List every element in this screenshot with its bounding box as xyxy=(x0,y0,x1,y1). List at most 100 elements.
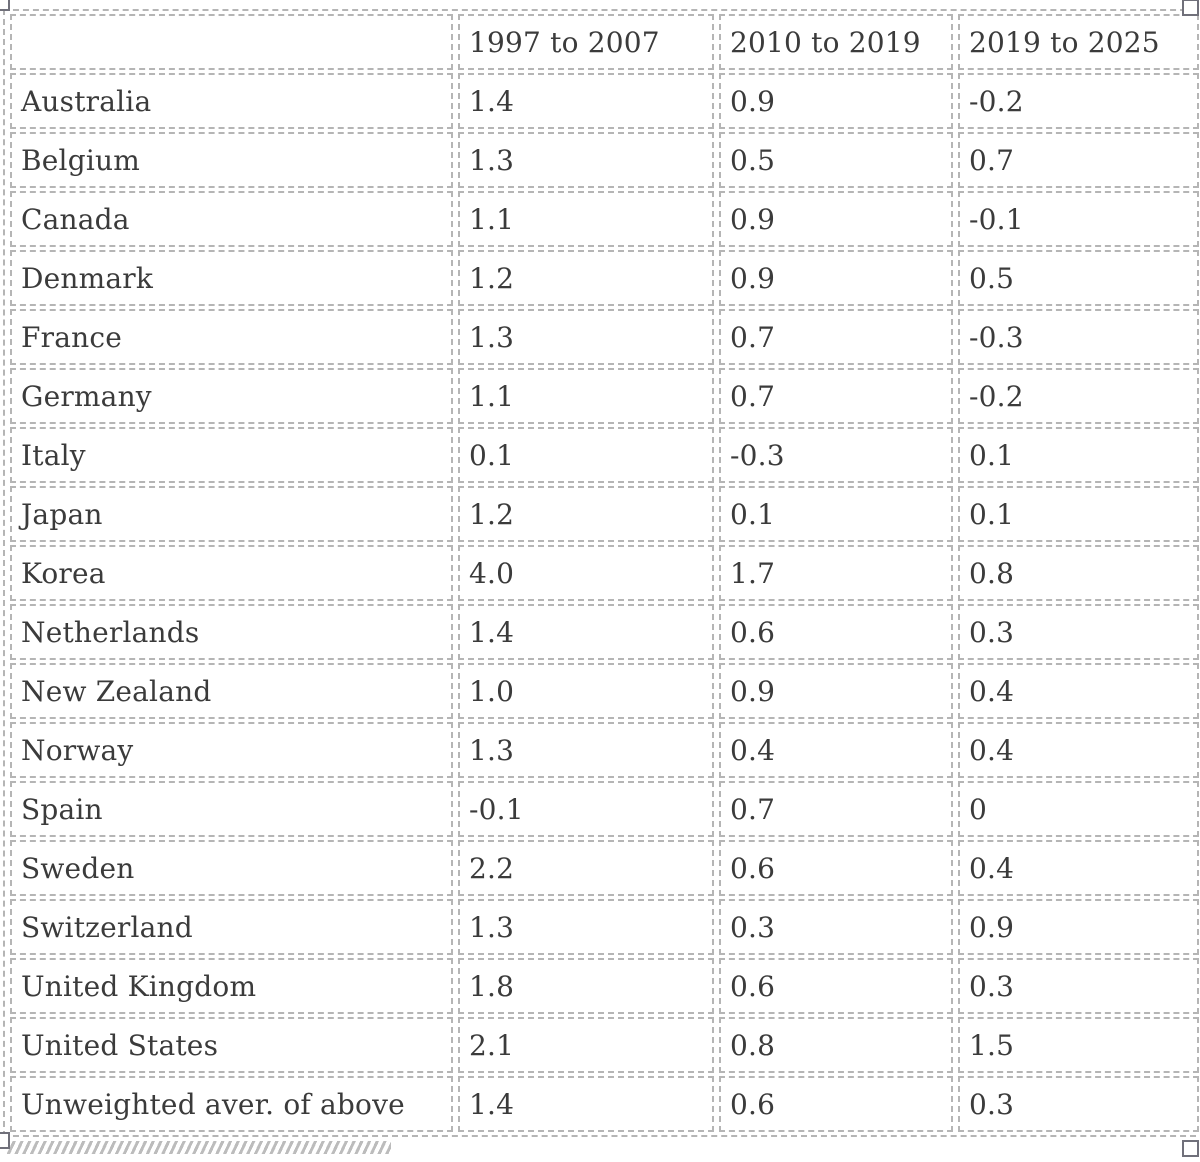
value-cell[interactable]: 1.2 xyxy=(458,486,714,542)
value-cell[interactable]: 0.9 xyxy=(958,899,1199,955)
row-label-cell[interactable]: Korea xyxy=(10,545,453,601)
table-row: Belgium 1.3 0.5 0.7 xyxy=(10,132,1199,188)
row-label-cell[interactable]: Switzerland xyxy=(10,899,453,955)
table-row: Korea 4.0 1.7 0.8 xyxy=(10,545,1199,601)
value-cell[interactable]: 4.0 xyxy=(458,545,714,601)
value-cell[interactable]: 1.0 xyxy=(458,663,714,719)
value-cell[interactable]: 0.3 xyxy=(958,1076,1199,1132)
resize-handle-bottom-right[interactable] xyxy=(1182,1140,1199,1157)
value-cell[interactable]: 1.8 xyxy=(458,958,714,1014)
value-cell[interactable]: 0.7 xyxy=(719,781,953,837)
table-row: New Zealand 1.0 0.9 0.4 xyxy=(10,663,1199,719)
row-label-cell[interactable]: United States xyxy=(10,1017,453,1073)
value-cell[interactable]: 2.2 xyxy=(458,840,714,896)
value-cell[interactable]: 0.8 xyxy=(719,1017,953,1073)
value-cell[interactable]: 0.6 xyxy=(719,958,953,1014)
value-cell[interactable]: 0.1 xyxy=(458,427,714,483)
value-cell[interactable]: 0.5 xyxy=(719,132,953,188)
row-label-cell[interactable]: Japan xyxy=(10,486,453,542)
resize-handle-bottom-left[interactable] xyxy=(0,1132,10,1149)
value-cell[interactable]: 0.7 xyxy=(958,132,1199,188)
table-row: Denmark 1.2 0.9 0.5 xyxy=(10,250,1199,306)
row-label-cell[interactable]: Norway xyxy=(10,722,453,778)
value-cell[interactable]: 0.3 xyxy=(958,604,1199,660)
value-cell[interactable]: 1.3 xyxy=(458,722,714,778)
row-label-cell[interactable]: United Kingdom xyxy=(10,958,453,1014)
value-cell[interactable]: 1.3 xyxy=(458,899,714,955)
table-row: Unweighted aver. of above 1.4 0.6 0.3 xyxy=(10,1076,1199,1132)
value-cell[interactable]: 2.1 xyxy=(458,1017,714,1073)
value-cell[interactable]: 0.4 xyxy=(958,840,1199,896)
value-cell[interactable]: 0.9 xyxy=(719,250,953,306)
table-row: Germany 1.1 0.7 -0.2 xyxy=(10,368,1199,424)
row-label-cell[interactable]: France xyxy=(10,309,453,365)
row-label-cell[interactable]: Spain xyxy=(10,781,453,837)
value-cell[interactable]: 0.4 xyxy=(719,722,953,778)
value-cell[interactable]: 0.6 xyxy=(719,840,953,896)
table-row: Sweden 2.2 0.6 0.4 xyxy=(10,840,1199,896)
row-label-cell[interactable]: Belgium xyxy=(10,132,453,188)
value-cell[interactable]: 0.9 xyxy=(719,663,953,719)
row-label-cell[interactable]: Netherlands xyxy=(10,604,453,660)
column-header-2010-2019[interactable]: 2010 to 2019 xyxy=(719,14,953,70)
table-row: Spain -0.1 0.7 0 xyxy=(10,781,1199,837)
table-row: United States 2.1 0.8 1.5 xyxy=(10,1017,1199,1073)
table-row: Netherlands 1.4 0.6 0.3 xyxy=(10,604,1199,660)
value-cell[interactable]: 0.1 xyxy=(719,486,953,542)
value-cell[interactable]: 0.7 xyxy=(719,368,953,424)
row-label-cell[interactable]: Australia xyxy=(10,73,453,129)
selection-hatch-bar xyxy=(5,1141,391,1154)
value-cell[interactable]: 0.6 xyxy=(719,1076,953,1132)
row-label-cell[interactable]: Sweden xyxy=(10,840,453,896)
value-cell[interactable]: 0.6 xyxy=(719,604,953,660)
value-cell[interactable]: 1.4 xyxy=(458,1076,714,1132)
value-cell[interactable]: 0.1 xyxy=(958,427,1199,483)
value-cell[interactable]: -0.3 xyxy=(719,427,953,483)
value-cell[interactable]: -0.2 xyxy=(958,368,1199,424)
value-cell[interactable]: 0.5 xyxy=(958,250,1199,306)
column-header-1997-2007[interactable]: 1997 to 2007 xyxy=(458,14,714,70)
value-cell[interactable]: 1.5 xyxy=(958,1017,1199,1073)
value-cell[interactable]: 0.1 xyxy=(958,486,1199,542)
value-cell[interactable]: 0.9 xyxy=(719,73,953,129)
row-label-cell[interactable]: New Zealand xyxy=(10,663,453,719)
table-row: United Kingdom 1.8 0.6 0.3 xyxy=(10,958,1199,1014)
table-row: Norway 1.3 0.4 0.4 xyxy=(10,722,1199,778)
table-row: Japan 1.2 0.1 0.1 xyxy=(10,486,1199,542)
table-row: Italy 0.1 -0.3 0.1 xyxy=(10,427,1199,483)
column-header-2019-2025[interactable]: 2019 to 2025 xyxy=(958,14,1199,70)
value-cell[interactable]: 0.4 xyxy=(958,663,1199,719)
value-cell[interactable]: -0.1 xyxy=(958,191,1199,247)
value-cell[interactable]: 1.4 xyxy=(458,73,714,129)
value-cell[interactable]: 0.4 xyxy=(958,722,1199,778)
value-cell[interactable]: 1.7 xyxy=(719,545,953,601)
value-cell[interactable]: 1.2 xyxy=(458,250,714,306)
header-row: 1997 to 2007 2010 to 2019 2019 to 2025 xyxy=(10,14,1199,70)
value-cell[interactable]: 0.3 xyxy=(958,958,1199,1014)
value-cell[interactable]: 1.3 xyxy=(458,132,714,188)
value-cell[interactable]: -0.1 xyxy=(458,781,714,837)
resize-handle-top-left[interactable] xyxy=(0,0,10,11)
row-label-cell[interactable]: Canada xyxy=(10,191,453,247)
resize-handle-top-right[interactable] xyxy=(1182,0,1199,16)
value-cell[interactable]: -0.3 xyxy=(958,309,1199,365)
value-cell[interactable]: 1.1 xyxy=(458,368,714,424)
value-cell[interactable]: -0.2 xyxy=(958,73,1199,129)
table-row: France 1.3 0.7 -0.3 xyxy=(10,309,1199,365)
table-row: Switzerland 1.3 0.3 0.9 xyxy=(10,899,1199,955)
row-label-cell[interactable]: Denmark xyxy=(10,250,453,306)
value-cell[interactable]: 0.7 xyxy=(719,309,953,365)
value-cell[interactable]: 0.3 xyxy=(719,899,953,955)
corner-header-cell[interactable] xyxy=(10,14,453,70)
value-cell[interactable]: 0.8 xyxy=(958,545,1199,601)
value-cell[interactable]: 0.9 xyxy=(719,191,953,247)
table-row: Canada 1.1 0.9 -0.1 xyxy=(10,191,1199,247)
row-label-cell[interactable]: Italy xyxy=(10,427,453,483)
row-label-cell[interactable]: Unweighted aver. of above xyxy=(10,1076,453,1132)
value-cell[interactable]: 1.1 xyxy=(458,191,714,247)
value-cell[interactable]: 1.4 xyxy=(458,604,714,660)
value-cell[interactable]: 0 xyxy=(958,781,1199,837)
value-cell[interactable]: 1.3 xyxy=(458,309,714,365)
row-label-cell[interactable]: Germany xyxy=(10,368,453,424)
